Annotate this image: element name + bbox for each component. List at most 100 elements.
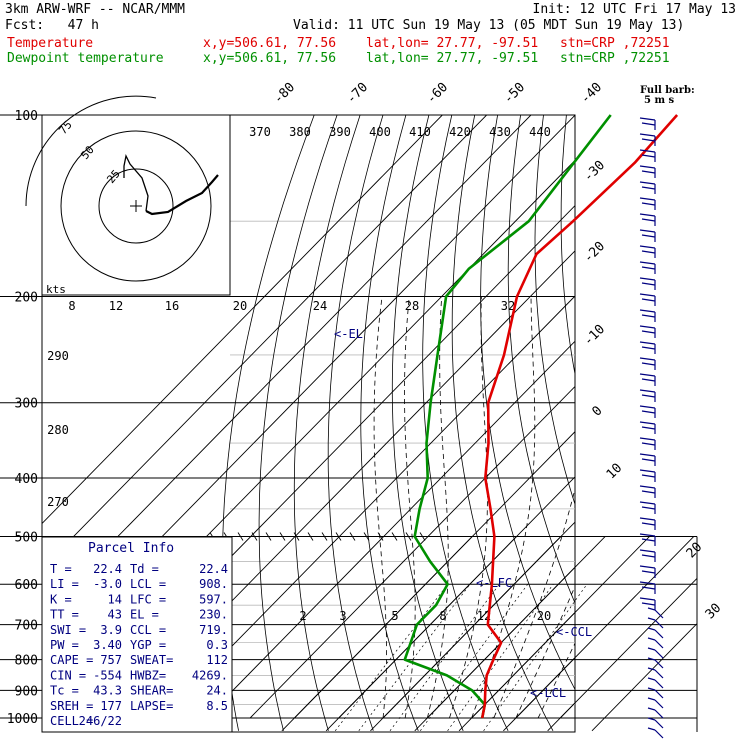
wind-barb bbox=[641, 122, 656, 126]
isotherm-line bbox=[42, 115, 532, 615]
temperature-label: 10 bbox=[604, 461, 626, 483]
mixing-ratio-bottom-label: 20 bbox=[537, 609, 551, 623]
hodograph-trace bbox=[145, 174, 219, 216]
wind-barb bbox=[641, 266, 656, 270]
parcel-value: 908. bbox=[199, 577, 228, 591]
wind-barb bbox=[641, 170, 656, 174]
dry-adiabat-line bbox=[507, 115, 575, 605]
level-marker: <-EL bbox=[334, 327, 363, 341]
dry-adiabat-line bbox=[360, 115, 419, 731]
wind-barb bbox=[639, 485, 656, 489]
mixing-ratio-line bbox=[358, 583, 471, 732]
pressure-label: 800 bbox=[15, 654, 38, 669]
wind-barb bbox=[641, 538, 656, 542]
level-marker: <-LFC bbox=[476, 576, 512, 590]
temperature-legend: Temperature bbox=[7, 36, 94, 51]
isotherm-line bbox=[471, 611, 575, 719]
dry-adiabat-line bbox=[658, 115, 740, 731]
isotherm-line bbox=[591, 622, 697, 732]
wind-barb bbox=[639, 117, 656, 121]
parcel-label: EL = bbox=[130, 608, 159, 622]
wind-barb bbox=[639, 245, 656, 249]
wind-barb bbox=[647, 627, 656, 631]
temperature-xy: x,y=506.61, 77.56 bbox=[203, 36, 337, 51]
wind-barb bbox=[641, 442, 656, 446]
wind-barb bbox=[639, 357, 656, 361]
dry-adiabat-line bbox=[480, 115, 575, 691]
wind-barb bbox=[654, 709, 664, 719]
parcel-value: 14 bbox=[108, 592, 122, 606]
parcel-label: K = bbox=[50, 592, 72, 606]
mixing-ratio-lines bbox=[334, 583, 588, 732]
dry-adiabat-line bbox=[293, 115, 361, 731]
wind-barb bbox=[639, 341, 656, 345]
isobar-tick bbox=[405, 532, 412, 541]
wind-barb bbox=[639, 421, 656, 425]
parcel-value: 3.40 bbox=[93, 638, 122, 652]
temperature-latlon: lat,lon= 27.77, -97.51 bbox=[366, 36, 539, 51]
parcel-box-frame bbox=[41, 536, 233, 733]
isobar-tick bbox=[349, 532, 356, 541]
parcel-value: 112 bbox=[206, 653, 228, 667]
theta-label: 390 bbox=[329, 125, 351, 139]
dry-adiabat-label: 290 bbox=[47, 349, 69, 363]
mixing-ratio-line bbox=[483, 584, 588, 732]
wind-barb bbox=[654, 689, 664, 699]
dewpoint-legend: Dewpoint temperature bbox=[7, 51, 164, 66]
parcel-label: Td = bbox=[130, 562, 159, 576]
wind-barb bbox=[654, 659, 664, 669]
pressure-label: 400 bbox=[15, 472, 38, 487]
mixing-ratio-bottom-label: 5 bbox=[391, 609, 398, 623]
mixing-ratio-top-label: 12 bbox=[109, 299, 123, 313]
temperature-label: -10 bbox=[581, 322, 608, 349]
hodograph-ring bbox=[25, 95, 157, 207]
parcel-value: 24. bbox=[206, 684, 228, 698]
wind-barb bbox=[641, 474, 656, 478]
wind-barb bbox=[641, 458, 656, 462]
pressure-label: 900 bbox=[15, 684, 38, 699]
isotherm-line bbox=[205, 340, 575, 719]
temperature-label: -50 bbox=[501, 80, 528, 107]
wind-barb bbox=[647, 707, 656, 711]
parcel-label: SHEAR= bbox=[130, 684, 173, 698]
barb-legend-units: 5 m s bbox=[644, 95, 675, 106]
wind-barb bbox=[641, 330, 656, 334]
isotherm-line bbox=[161, 295, 575, 719]
isobar-tick bbox=[279, 532, 286, 541]
parcel-label: LCL = bbox=[130, 577, 166, 591]
theta-label: 400 bbox=[369, 125, 391, 139]
wind-barb bbox=[641, 202, 656, 206]
temperature-line bbox=[480, 114, 679, 719]
pressure-label: 600 bbox=[15, 578, 38, 593]
wind-barb bbox=[641, 394, 656, 398]
parcel-value: 8.5 bbox=[206, 699, 228, 713]
mixing-ratio-top-label: 20 bbox=[233, 299, 247, 313]
theta-label: 430 bbox=[489, 125, 511, 139]
wind-barb bbox=[639, 261, 656, 265]
parcel-label: SWEAT= bbox=[130, 653, 173, 667]
moist-adiabat-line bbox=[373, 296, 387, 719]
wind-barb bbox=[639, 469, 656, 473]
parcel-value: 22.4 bbox=[199, 562, 228, 576]
isotherm-line bbox=[325, 537, 517, 732]
isobar-tick bbox=[293, 532, 300, 541]
parcel-label: CIN = bbox=[50, 668, 86, 682]
parcel-label: Tc = bbox=[50, 684, 79, 698]
mixing-ratio-top-label: 8 bbox=[68, 299, 75, 313]
wind-barb bbox=[641, 554, 656, 558]
wind-barb bbox=[639, 325, 656, 329]
mixing-ratio-bottom-label: 8 bbox=[439, 609, 446, 623]
dry-adiabat-line bbox=[727, 115, 740, 731]
wind-barb bbox=[647, 727, 656, 731]
parcel-value: 0.3 bbox=[206, 638, 228, 652]
wind-barb bbox=[647, 607, 656, 611]
wind-barbs bbox=[209, 117, 664, 739]
isobar-tick bbox=[307, 532, 314, 541]
dry-adiabat-line bbox=[681, 115, 740, 731]
parcel-label: LI = bbox=[50, 577, 79, 591]
wind-barb bbox=[641, 490, 656, 494]
theta-label: 370 bbox=[249, 125, 271, 139]
wind-barb bbox=[641, 346, 656, 350]
